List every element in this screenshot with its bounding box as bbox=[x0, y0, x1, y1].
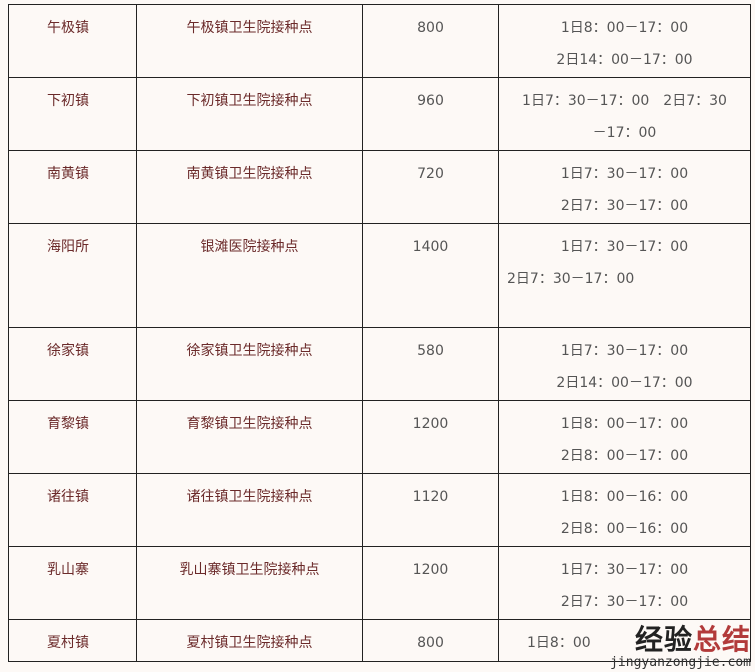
site-cell-text: 徐家镇卫生院接种点 bbox=[186, 343, 313, 359]
time-cell-text: 1日7：30－17：00 2日7：30 bbox=[522, 93, 727, 109]
town-cell-text: 下初镇 bbox=[47, 93, 89, 109]
time-cell: 1日8：00 bbox=[498, 619, 751, 662]
time-cell-text: 1日7：30－17：00 bbox=[560, 239, 689, 255]
time-cell: 1日7：30－17：00 2日7：30－17：00 bbox=[498, 546, 751, 620]
time-cell-text: 1日7：30－17：00 bbox=[560, 166, 689, 182]
time-cell: 1日8：00－17：00 2日14：00－17：00 bbox=[498, 4, 751, 78]
count-cell-text: 800 bbox=[417, 20, 444, 36]
table-row: 徐家镇 徐家镇卫生院接种点 580 1日7：30－17：00 2日14：00－17：00 bbox=[8, 327, 751, 401]
watermark-title: 经验总结 bbox=[610, 625, 751, 655]
town-cell: 下初镇 bbox=[8, 77, 137, 151]
town-cell-text: 诸往镇 bbox=[47, 489, 89, 505]
town-cell: 夏村镇 bbox=[8, 619, 137, 662]
site-cell-text: 南黄镇卫生院接种点 bbox=[186, 166, 313, 182]
time-cell-text: 2日8：00－17：00 bbox=[560, 448, 689, 464]
vaccination-sites-table: 午极镇 午极镇卫生院接种点 800 1日8：00－17：00 2日14：00－17：00… bbox=[8, 4, 751, 662]
count-cell-text: 960 bbox=[417, 93, 444, 109]
town-cell: 南黄镇 bbox=[8, 150, 137, 224]
table-row: 育黎镇 育黎镇卫生院接种点 1200 1日8：00－17：00 2日8：00－17：00 bbox=[8, 400, 751, 474]
site-cell: 下初镇卫生院接种点 bbox=[136, 77, 363, 151]
site-cell-text: 下初镇卫生院接种点 bbox=[186, 93, 313, 109]
table-row: 下初镇 下初镇卫生院接种点 960 1日7：30－17：00 2日7：30 －17：00 bbox=[8, 77, 751, 151]
time-cell: 1日8：00－16：00 2日8：00－16：00 bbox=[498, 473, 751, 547]
table-row: 南黄镇 南黄镇卫生院接种点 720 1日7：30－17：00 2日7：30－17：00 bbox=[8, 150, 751, 224]
site-cell: 午极镇卫生院接种点 bbox=[136, 4, 363, 78]
site-cell-text: 夏村镇卫生院接种点 bbox=[186, 635, 313, 651]
time-cell-text: 1日8：00－16：00 bbox=[560, 489, 689, 505]
count-cell: 1120 bbox=[362, 473, 499, 547]
site-cell: 育黎镇卫生院接种点 bbox=[136, 400, 363, 474]
table-row: 午极镇 午极镇卫生院接种点 800 1日8：00－17：00 2日14：00－17：00 bbox=[8, 4, 751, 78]
site-cell: 夏村镇卫生院接种点 bbox=[136, 619, 363, 662]
town-cell: 徐家镇 bbox=[8, 327, 137, 401]
site-cell: 乳山寨镇卫生院接种点 bbox=[136, 546, 363, 620]
count-cell: 1200 bbox=[362, 546, 499, 620]
site-cell: 诸往镇卫生院接种点 bbox=[136, 473, 363, 547]
time-cell-text: 2日14：00－17：00 bbox=[556, 375, 693, 391]
town-cell: 午极镇 bbox=[8, 4, 137, 78]
count-cell-text: 1400 bbox=[412, 239, 449, 255]
time-cell: 1日7：30－17：00 2日7：30－17：00 bbox=[498, 150, 751, 224]
time-cell-text: 2日7：30－17：00 bbox=[507, 271, 635, 287]
count-cell: 1400 bbox=[362, 223, 499, 328]
town-cell-text: 徐家镇 bbox=[47, 343, 89, 359]
time-cell-text: 1日8：00－17：00 bbox=[560, 20, 689, 36]
time-cell-text: －17：00 bbox=[592, 125, 657, 141]
count-cell-text: 720 bbox=[417, 166, 444, 182]
count-cell-text: 580 bbox=[417, 343, 444, 359]
time-cell-text: 1日8：00 bbox=[527, 635, 591, 651]
count-cell-text: 1200 bbox=[412, 562, 449, 578]
time-cell-text: 2日7：30－17：00 bbox=[560, 594, 689, 610]
town-cell: 诸往镇 bbox=[8, 473, 137, 547]
watermark-text: 经验 bbox=[634, 623, 693, 656]
town-cell: 乳山寨 bbox=[8, 546, 137, 620]
watermark-url: jingyanzongjie.com bbox=[610, 655, 751, 670]
site-cell-text: 育黎镇卫生院接种点 bbox=[186, 416, 313, 432]
town-cell-text: 南黄镇 bbox=[47, 166, 89, 182]
count-cell: 580 bbox=[362, 327, 499, 401]
site-cell-text: 银滩医院接种点 bbox=[200, 239, 299, 255]
town-cell-text: 育黎镇 bbox=[47, 416, 89, 432]
time-cell-text: 2日7：30－17：00 bbox=[560, 198, 689, 214]
count-cell-text: 1200 bbox=[412, 416, 449, 432]
watermark-logo: 经验总结 jingyanzongjie.com bbox=[610, 625, 751, 671]
time-cell-text: 2日14：00－17：00 bbox=[556, 52, 693, 68]
time-cell: 1日7：30－17：00 2日7：30－17：00 bbox=[498, 223, 751, 328]
time-cell: 1日7：30－17：00 2日7：30 －17：00 bbox=[498, 77, 751, 151]
table-row: 乳山寨 乳山寨镇卫生院接种点 1200 1日7：30－17：00 2日7：30－17：0… bbox=[8, 546, 751, 620]
table-row: 诸往镇 诸往镇卫生院接种点 1120 1日8：00－16：00 2日8：00－16：00 bbox=[8, 473, 751, 547]
time-cell-text: 2日8：00－16：00 bbox=[560, 521, 689, 537]
site-cell: 南黄镇卫生院接种点 bbox=[136, 150, 363, 224]
time-cell: 1日8：00－17：00 2日8：00－17：00 bbox=[498, 400, 751, 474]
town-cell: 海阳所 bbox=[8, 223, 137, 328]
time-cell: 1日7：30－17：00 2日14：00－17：00 bbox=[498, 327, 751, 401]
town-cell-text: 海阳所 bbox=[47, 239, 89, 255]
count-cell: 800 bbox=[362, 4, 499, 78]
table-body: 午极镇 午极镇卫生院接种点 800 1日8：00－17：00 2日14：00－17：00… bbox=[8, 4, 751, 662]
time-cell-text: 1日7：30－17：00 bbox=[560, 343, 689, 359]
time-cell-text: 1日8：00－17：00 bbox=[560, 416, 689, 432]
site-cell-text: 诸往镇卫生院接种点 bbox=[186, 489, 313, 505]
count-cell: 1200 bbox=[362, 400, 499, 474]
town-cell-text: 午极镇 bbox=[47, 20, 89, 36]
site-cell: 银滩医院接种点 bbox=[136, 223, 363, 328]
count-cell: 960 bbox=[362, 77, 499, 151]
count-cell-text: 800 bbox=[417, 635, 444, 651]
site-cell-text: 午极镇卫生院接种点 bbox=[186, 20, 313, 36]
site-cell: 徐家镇卫生院接种点 bbox=[136, 327, 363, 401]
town-cell: 育黎镇 bbox=[8, 400, 137, 474]
count-cell: 720 bbox=[362, 150, 499, 224]
watermark-text: 总结 bbox=[692, 623, 751, 656]
table-row: 夏村镇 夏村镇卫生院接种点 800 1日8：00 bbox=[8, 619, 751, 662]
time-cell-text: 1日7：30－17：00 bbox=[560, 562, 689, 578]
site-cell-text: 乳山寨镇卫生院接种点 bbox=[179, 562, 320, 578]
town-cell-text: 夏村镇 bbox=[47, 635, 89, 651]
count-cell-text: 1120 bbox=[412, 489, 449, 505]
count-cell: 800 bbox=[362, 619, 499, 662]
town-cell-text: 乳山寨 bbox=[47, 562, 89, 578]
table-row: 海阳所 银滩医院接种点 1400 1日7：30－17：00 2日7：30－17：00 bbox=[8, 223, 751, 328]
